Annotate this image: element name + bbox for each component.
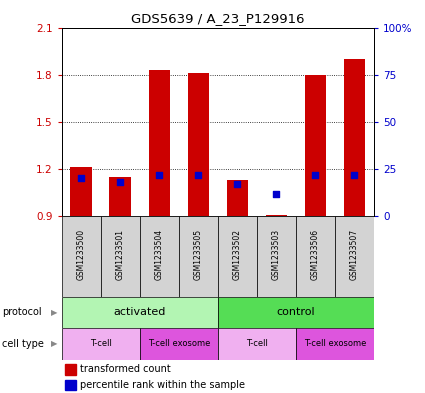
- Bar: [71, 167, 92, 216]
- FancyBboxPatch shape: [62, 297, 218, 328]
- Bar: [266, 215, 287, 216]
- Text: ▶: ▶: [51, 308, 57, 317]
- FancyBboxPatch shape: [218, 216, 257, 297]
- Text: GSM1233507: GSM1233507: [350, 229, 359, 280]
- Point: [273, 190, 280, 196]
- Point: [78, 175, 85, 182]
- Text: T-cell: T-cell: [246, 340, 268, 348]
- Text: GSM1233502: GSM1233502: [233, 230, 242, 280]
- FancyBboxPatch shape: [296, 216, 335, 297]
- Bar: [148, 70, 170, 216]
- Text: GSM1233505: GSM1233505: [194, 229, 203, 280]
- FancyBboxPatch shape: [218, 328, 296, 360]
- Bar: [344, 59, 365, 216]
- Text: protocol: protocol: [2, 307, 42, 318]
- Text: control: control: [277, 307, 315, 318]
- Point: [117, 179, 124, 185]
- FancyBboxPatch shape: [296, 328, 374, 360]
- Point: [351, 171, 358, 178]
- Point: [195, 171, 202, 178]
- FancyBboxPatch shape: [257, 216, 296, 297]
- Point: [312, 171, 319, 178]
- FancyBboxPatch shape: [101, 216, 140, 297]
- Text: GSM1233504: GSM1233504: [155, 229, 164, 280]
- Bar: [65, 380, 76, 390]
- Bar: [110, 177, 131, 216]
- Bar: [187, 73, 209, 216]
- FancyBboxPatch shape: [62, 328, 140, 360]
- Bar: [305, 75, 326, 216]
- Text: T-cell exosome: T-cell exosome: [147, 340, 210, 348]
- Text: transformed count: transformed count: [80, 364, 171, 374]
- FancyBboxPatch shape: [140, 216, 179, 297]
- Text: activated: activated: [113, 307, 166, 318]
- FancyBboxPatch shape: [335, 216, 374, 297]
- Text: cell type: cell type: [2, 339, 44, 349]
- Title: GDS5639 / A_23_P129916: GDS5639 / A_23_P129916: [131, 12, 305, 25]
- Text: GSM1233501: GSM1233501: [116, 230, 125, 280]
- Point: [156, 171, 163, 178]
- Text: ▶: ▶: [51, 340, 57, 348]
- FancyBboxPatch shape: [140, 328, 218, 360]
- Point: [234, 181, 241, 187]
- Text: GSM1233503: GSM1233503: [272, 229, 281, 280]
- FancyBboxPatch shape: [179, 216, 218, 297]
- Text: percentile rank within the sample: percentile rank within the sample: [80, 380, 245, 390]
- FancyBboxPatch shape: [62, 216, 101, 297]
- Bar: [227, 180, 248, 216]
- Text: T-cell: T-cell: [90, 340, 112, 348]
- Bar: [65, 364, 76, 375]
- FancyBboxPatch shape: [218, 297, 374, 328]
- Text: T-cell exosome: T-cell exosome: [304, 340, 366, 348]
- Text: GSM1233506: GSM1233506: [311, 229, 320, 280]
- Text: GSM1233500: GSM1233500: [76, 229, 86, 280]
